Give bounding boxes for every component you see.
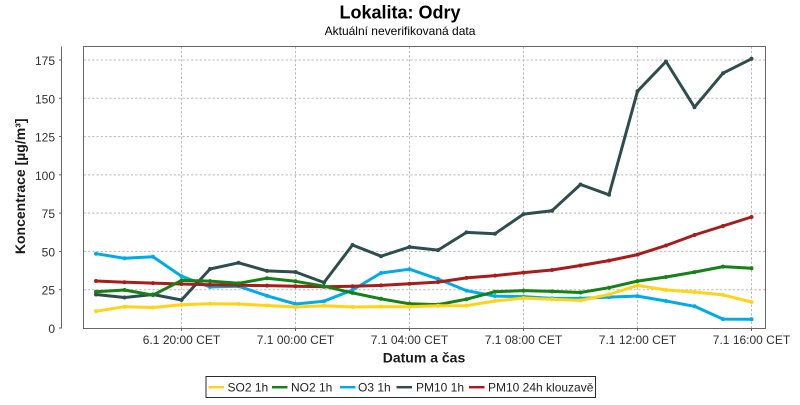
svg-text:50: 50 [42, 245, 56, 259]
svg-text:NO2 1h: NO2 1h [291, 381, 332, 395]
svg-text:0: 0 [48, 322, 55, 336]
svg-text:6.1 20:00 CET: 6.1 20:00 CET [143, 333, 221, 347]
svg-text:25: 25 [42, 284, 56, 298]
svg-text:Datum a čas: Datum a čas [383, 349, 466, 365]
svg-text:175: 175 [35, 54, 55, 68]
svg-text:SO2 1h: SO2 1h [228, 381, 269, 395]
svg-text:Aktuální neverifikovaná data: Aktuální neverifikovaná data [325, 24, 476, 38]
svg-text:7.1 00:00 CET: 7.1 00:00 CET [257, 333, 335, 347]
svg-text:Lokalita: Odry: Lokalita: Odry [339, 3, 460, 23]
svg-text:150: 150 [35, 92, 55, 106]
svg-text:O3 1h: O3 1h [358, 381, 391, 395]
svg-text:7.1 12:00 CET: 7.1 12:00 CET [599, 333, 677, 347]
svg-text:7.1 08:00 CET: 7.1 08:00 CET [485, 333, 563, 347]
svg-text:PM10 1h: PM10 1h [416, 381, 464, 395]
svg-text:7.1 04:00 CET: 7.1 04:00 CET [371, 333, 449, 347]
svg-text:7.1 16:00 CET: 7.1 16:00 CET [713, 333, 791, 347]
svg-text:100: 100 [35, 169, 55, 183]
svg-text:75: 75 [42, 207, 56, 221]
svg-text:125: 125 [35, 131, 55, 145]
svg-text:Koncentrace [µg/m³]: Koncentrace [µg/m³] [12, 118, 28, 254]
svg-text:PM10 24h klouzavě: PM10 24h klouzavě [488, 381, 594, 395]
